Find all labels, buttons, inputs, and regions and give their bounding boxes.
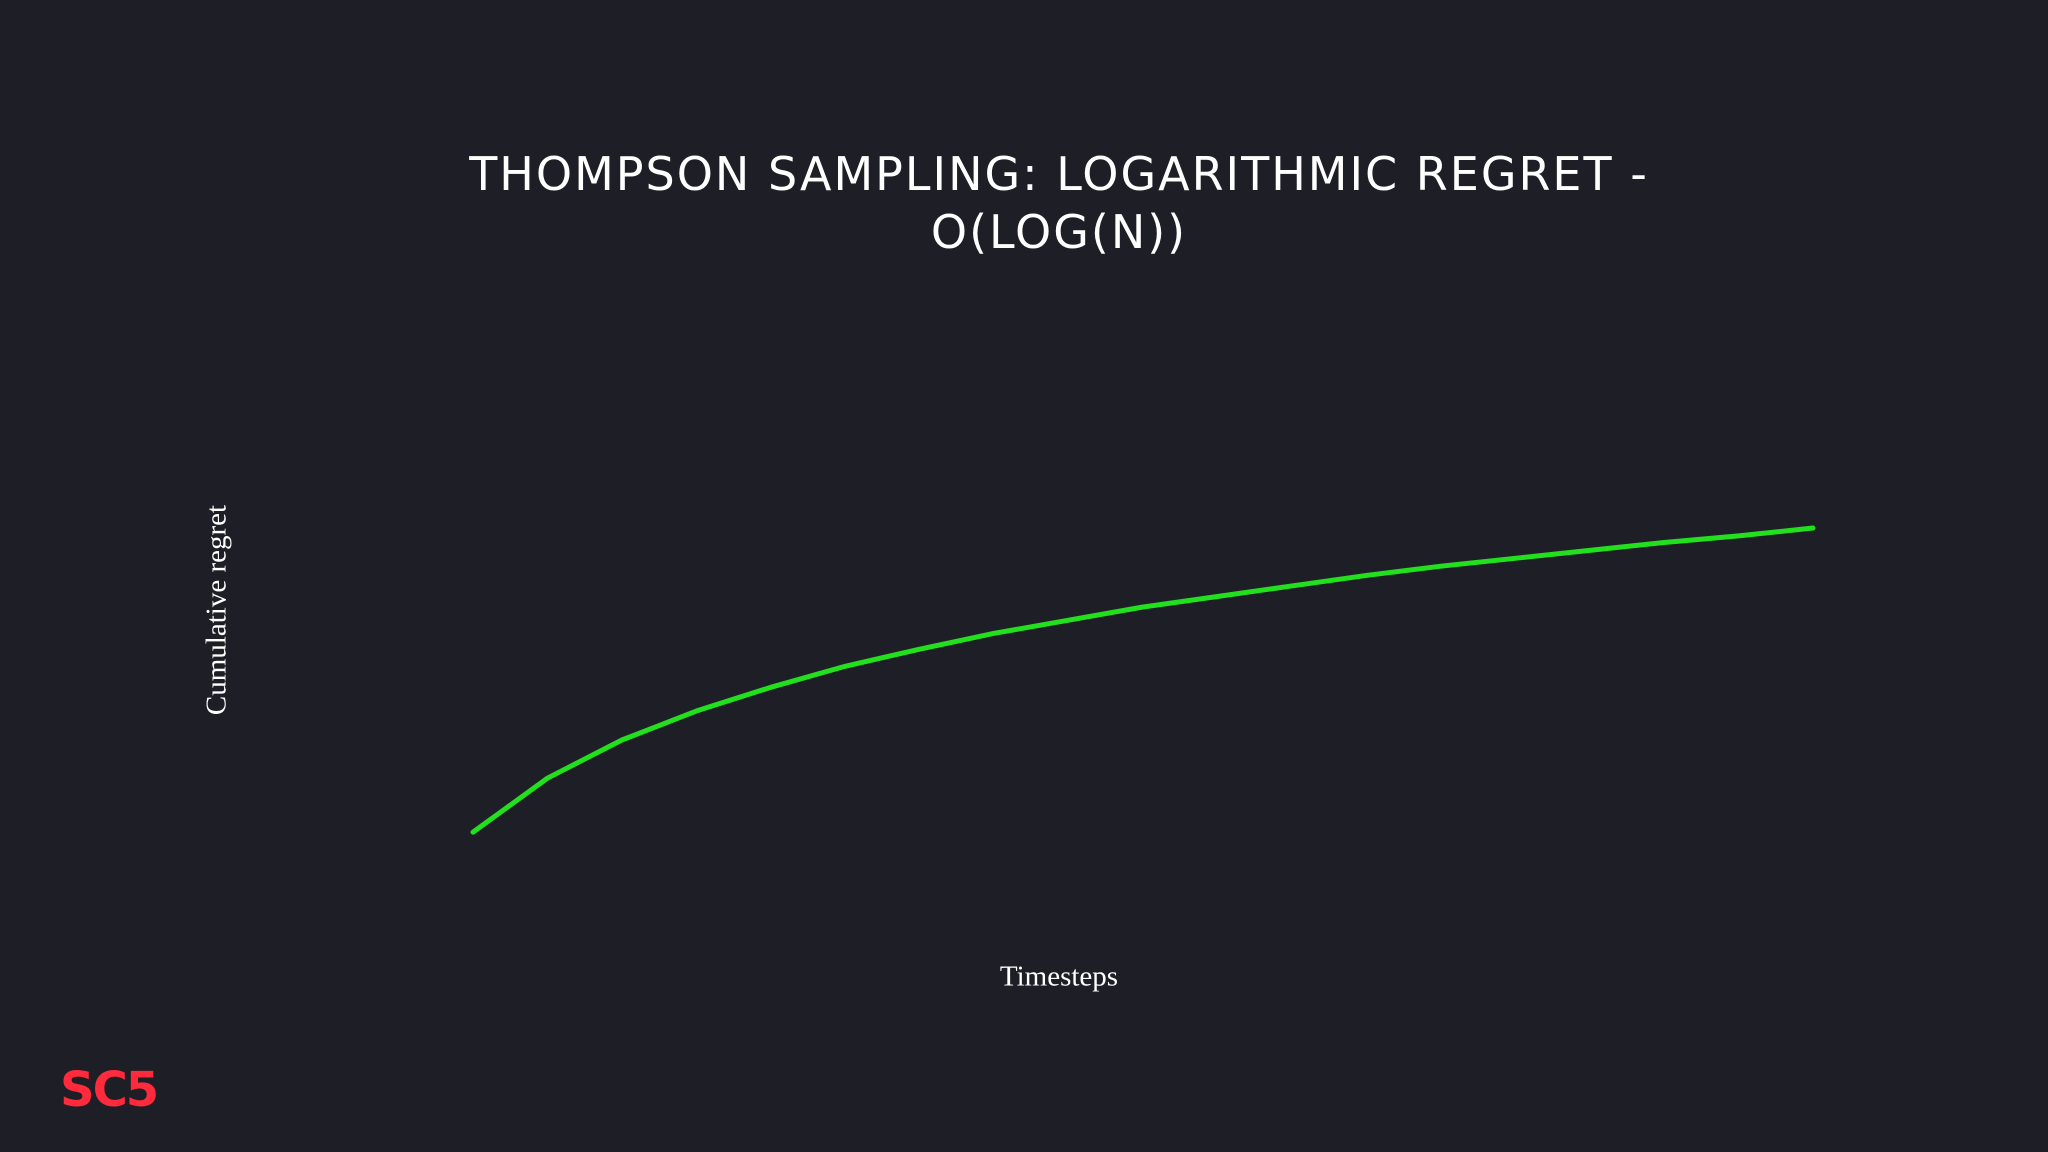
chart-title: THOMPSON SAMPLING: LOGARITHMIC REGRET - … bbox=[469, 147, 1649, 259]
line-series bbox=[470, 525, 1816, 835]
x-axis-label: Timesteps bbox=[1000, 961, 1118, 993]
y-axis-label: Cumulative regret bbox=[201, 505, 233, 715]
logo: SC5 bbox=[60, 1062, 159, 1118]
